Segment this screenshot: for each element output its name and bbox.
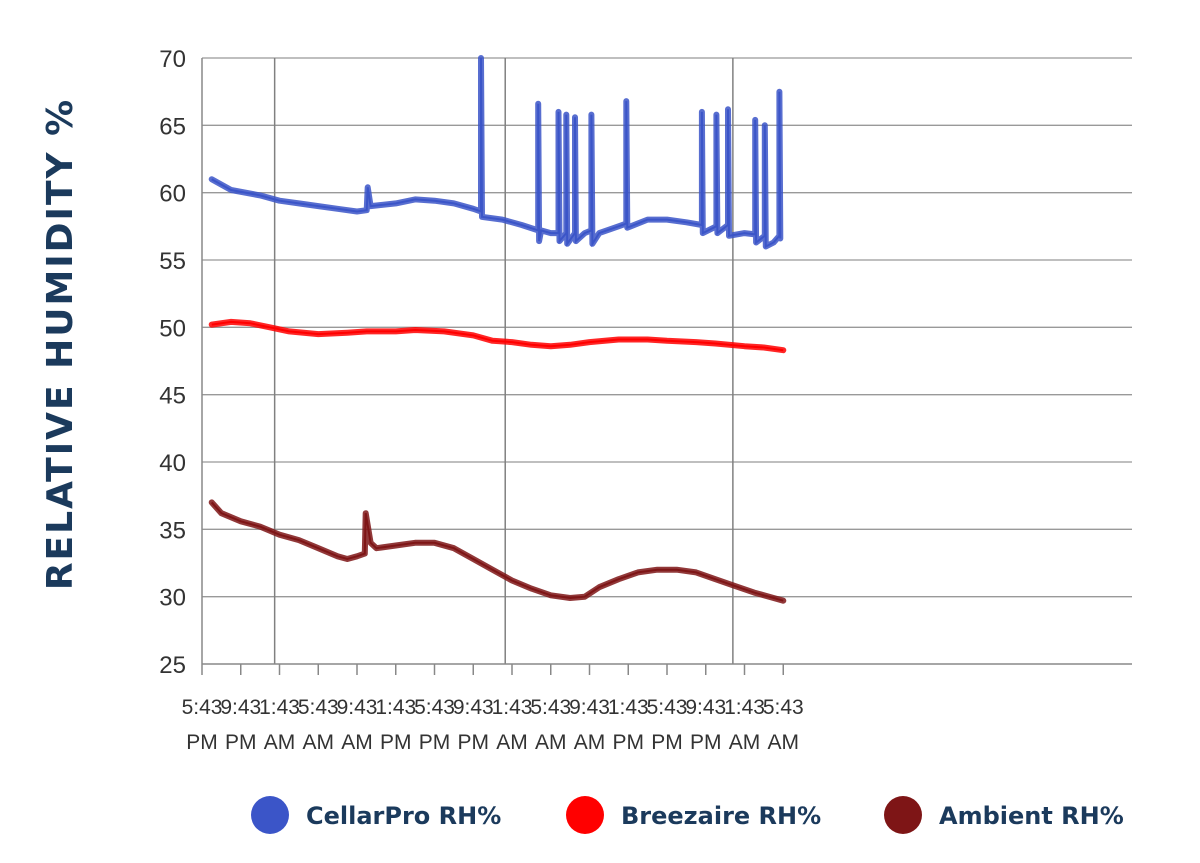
x-tick-time: 9:43 (685, 696, 726, 719)
series-lines (208, 55, 787, 604)
x-tick-time: 9:43 (569, 696, 610, 719)
x-tick-ampm: PM (380, 731, 412, 754)
y-tick-labels: 25 30 35 40 45 50 55 60 65 70 (159, 46, 186, 679)
axes (201, 58, 1132, 675)
x-tick-time: 1:43 (492, 696, 533, 719)
legend-label-1: CellarPro RH% (306, 802, 501, 830)
x-tick-time: 1:43 (375, 696, 416, 719)
series-line-3 (208, 499, 787, 604)
legend-marker-1 (251, 796, 289, 834)
x-tick-ampm: AM (496, 731, 528, 754)
x-tick-time: 9:43 (453, 696, 494, 719)
x-tick-labels: 5:43PM9:43PM1:43AM5:43AM9:43AM1:43PM5:43… (182, 696, 804, 754)
legend-marker-2 (566, 796, 604, 834)
legend-marker-3 (884, 796, 922, 834)
x-tick-time: 9:43 (337, 696, 378, 719)
y-tick-label: 45 (159, 383, 186, 410)
x-tick-ampm: PM (651, 731, 683, 754)
x-tick-ampm: PM (419, 731, 451, 754)
x-tick-time: 5:43 (647, 696, 688, 719)
legend-label-2: Breezaire RH% (621, 802, 821, 830)
x-tick-time: 5:43 (530, 696, 571, 719)
y-tick-label: 60 (159, 181, 186, 208)
x-tick-time: 1:43 (608, 696, 649, 719)
series-line-2 (208, 318, 787, 354)
x-tick-ampm: PM (613, 731, 645, 754)
x-tick-time: 9:43 (220, 696, 261, 719)
x-tick-ampm: AM (264, 731, 296, 754)
x-tick-ampm: PM (458, 731, 490, 754)
x-tick-ampm: AM (303, 731, 335, 754)
x-tick-ampm: AM (729, 731, 761, 754)
x-tick-time: 5:43 (298, 696, 339, 719)
y-axis-label: RELATIVE HUMIDITY % (40, 98, 81, 590)
x-tick-ampm: AM (574, 731, 606, 754)
legend: CellarPro RH% Breezaire RH% Ambient RH% (251, 796, 1124, 834)
x-tick-ampm: PM (690, 731, 722, 754)
x-tick-time: 5:43 (182, 696, 223, 719)
x-tick-ampm: AM (535, 731, 567, 754)
y-tick-label: 55 (159, 248, 186, 275)
series-line-detail-2 (211, 320, 784, 352)
y-tick-label: 65 (159, 113, 186, 140)
x-tick-time: 5:43 (763, 696, 804, 719)
series-line-detail-1 (211, 57, 782, 249)
x-tick-time: 5:43 (414, 696, 455, 719)
y-tick-label: 25 (159, 652, 186, 679)
y-tick-label: 50 (159, 315, 186, 342)
series-line-detail-3 (210, 501, 784, 602)
x-tick-ampm: PM (225, 731, 257, 754)
x-tick-ampm: AM (341, 731, 373, 754)
horizontal-gridlines (202, 57, 1132, 598)
y-tick-label: 40 (159, 450, 186, 477)
y-tick-label: 35 (159, 517, 186, 544)
y-tick-label: 30 (159, 585, 186, 612)
y-tick-label: 70 (159, 46, 186, 73)
x-tick-time: 1:43 (724, 696, 765, 719)
x-tick-ampm: AM (768, 731, 800, 754)
legend-label-3: Ambient RH% (939, 802, 1124, 830)
x-tick-ampm: PM (186, 731, 218, 754)
x-tick-time: 1:43 (259, 696, 300, 719)
vertical-gridlines (273, 58, 734, 664)
